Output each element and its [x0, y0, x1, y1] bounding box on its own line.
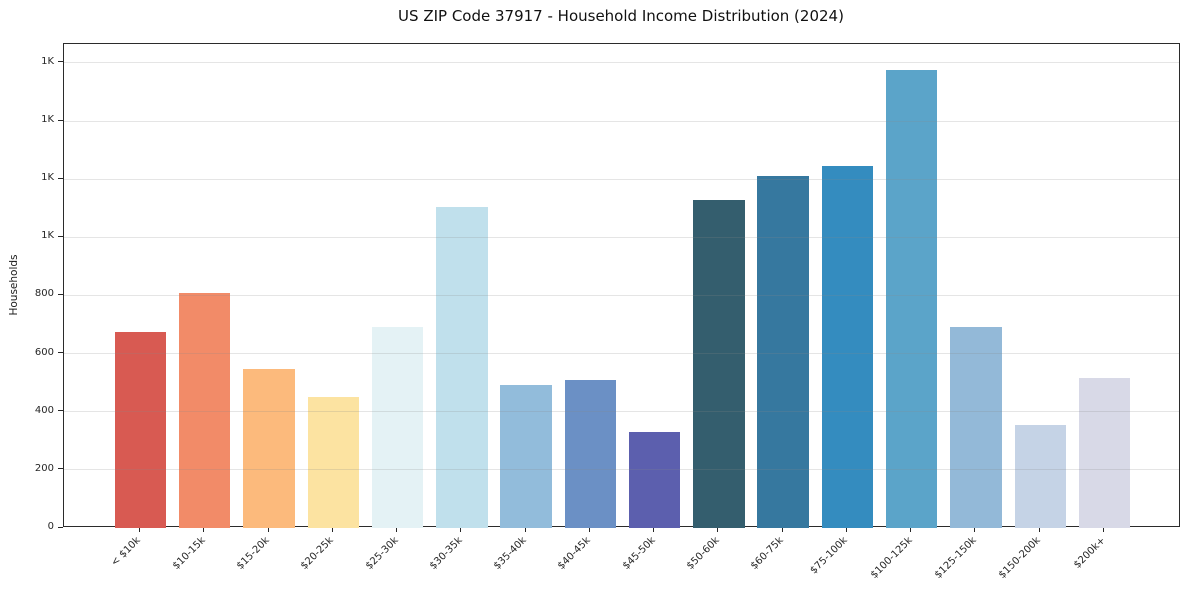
bars-layer [64, 44, 1179, 528]
bar-$25-30k [371, 327, 424, 528]
y-axis-label: Households [8, 254, 20, 316]
bar-$150-200k [1014, 424, 1066, 528]
chart-title: US ZIP Code 37917 - Household Income Dis… [398, 7, 844, 25]
x-tick-mark [203, 528, 205, 532]
x-tick-mark [267, 528, 269, 532]
x-tick-mark [460, 528, 462, 532]
bar-< $10k [114, 331, 167, 528]
y-tick-mark [58, 61, 63, 63]
y-tick-label: 400 [34, 404, 54, 416]
x-tick-mark [717, 528, 719, 532]
bar-$125-150k [950, 326, 1002, 528]
y-tick-label: 1K [41, 172, 54, 184]
bar-$60-75k [757, 176, 809, 528]
y-tick-mark [58, 177, 63, 179]
y-tick-label: 0 [47, 521, 54, 532]
bar-$10-15k [179, 292, 231, 528]
bar-$35-40k [500, 384, 552, 528]
bar-$50-60k [693, 199, 745, 528]
bar-$30-35k [436, 206, 488, 528]
y-tick-mark [58, 468, 63, 470]
x-tick-mark [138, 528, 140, 532]
bar-$20-25k [307, 397, 359, 528]
y-tick-label: 1K [41, 114, 54, 126]
y-tick-label: 200 [34, 462, 54, 474]
x-tick-mark [1103, 528, 1105, 532]
plot-area [63, 43, 1180, 528]
y-tick-mark [58, 119, 63, 121]
x-tick-label: < $10k [109, 535, 144, 569]
bar-$40-45k [564, 380, 617, 528]
x-tick-mark [396, 528, 398, 532]
x-tick-mark [588, 528, 590, 532]
y-tick-mark [58, 526, 63, 528]
y-tick-mark [58, 352, 63, 354]
x-tick-mark [331, 528, 333, 532]
x-tick-mark [974, 528, 976, 532]
x-tick-mark [653, 528, 655, 532]
bar-$75-100k [821, 166, 874, 528]
bar-$100-125k [886, 70, 938, 528]
y-tick-label: 1K [41, 55, 54, 67]
bar-$200k+ [1078, 378, 1131, 528]
x-tick-mark [781, 528, 783, 532]
x-tick-mark [910, 528, 912, 532]
x-tick-mark [524, 528, 526, 532]
x-tick-mark [1038, 528, 1040, 532]
y-tick-label: 600 [34, 346, 54, 358]
y-tick-label: 800 [34, 288, 54, 300]
bar-$45-50k [628, 432, 681, 528]
x-tick-mark [845, 528, 847, 532]
y-tick-mark [58, 293, 63, 295]
y-tick-label: 1K [41, 230, 54, 242]
y-tick-mark [58, 410, 63, 412]
bar-$15-20k [243, 368, 295, 528]
y-tick-mark [58, 235, 63, 237]
